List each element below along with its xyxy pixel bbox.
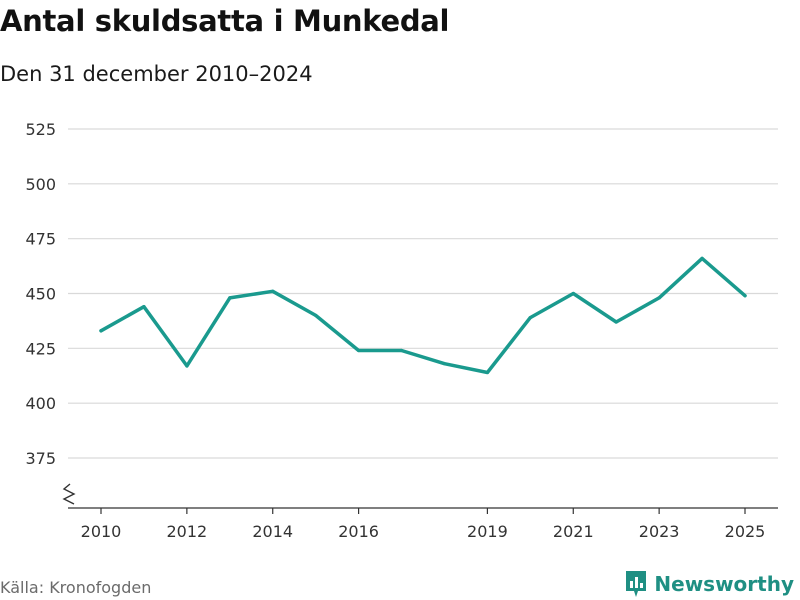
y-tick-label: 500 [25,175,56,194]
data-point [228,296,232,300]
x-tick-label: 2019 [467,522,508,541]
gridlines [68,128,778,459]
y-tick-label: 375 [25,449,56,468]
series-line [99,256,747,375]
x-tick-label: 2016 [338,522,379,541]
data-point [700,256,704,261]
x-tick-label: 2010 [81,522,122,541]
x-tick-label: 2012 [167,522,208,541]
x-axis [62,483,778,509]
x-tick-label: 2025 [725,522,766,541]
x-tick-label: 2014 [252,522,293,541]
data-point [614,320,618,324]
x-axis-ticks: 2010 2012 2014 2016 2019 2021 2023 2025 [81,508,766,541]
data-point [485,370,489,375]
newsworthy-logo-icon [626,571,647,597]
brand-name: Newsworthy [654,572,794,596]
y-tick-label: 525 [25,120,56,139]
data-point [185,364,189,368]
y-axis-ticks: 375 400 425 450 475 500 525 [25,120,56,468]
data-point [743,294,747,298]
data-point [528,316,532,320]
x-tick-label: 2023 [639,522,680,541]
data-point [657,296,661,300]
data-point [571,291,575,296]
chart-title: Antal skuldsatta i Munkedal [0,4,450,38]
axis-break-icon [62,483,76,505]
y-tick-label: 450 [25,285,56,304]
series-group [99,256,747,375]
source-note: Källa: Kronofogden [0,578,152,597]
data-point [357,348,361,353]
x-tick-label: 2021 [553,522,594,541]
data-point [271,289,275,293]
data-point [142,305,146,309]
data-point [99,329,103,333]
data-point [399,348,404,353]
data-point [442,362,447,366]
y-tick-label: 400 [25,394,56,413]
chart-subtitle: Den 31 december 2010–2024 [0,62,313,86]
y-tick-label: 475 [25,230,56,249]
data-point [314,313,318,318]
y-tick-label: 425 [25,339,56,358]
brand-logo: Newsworthy [624,569,794,599]
